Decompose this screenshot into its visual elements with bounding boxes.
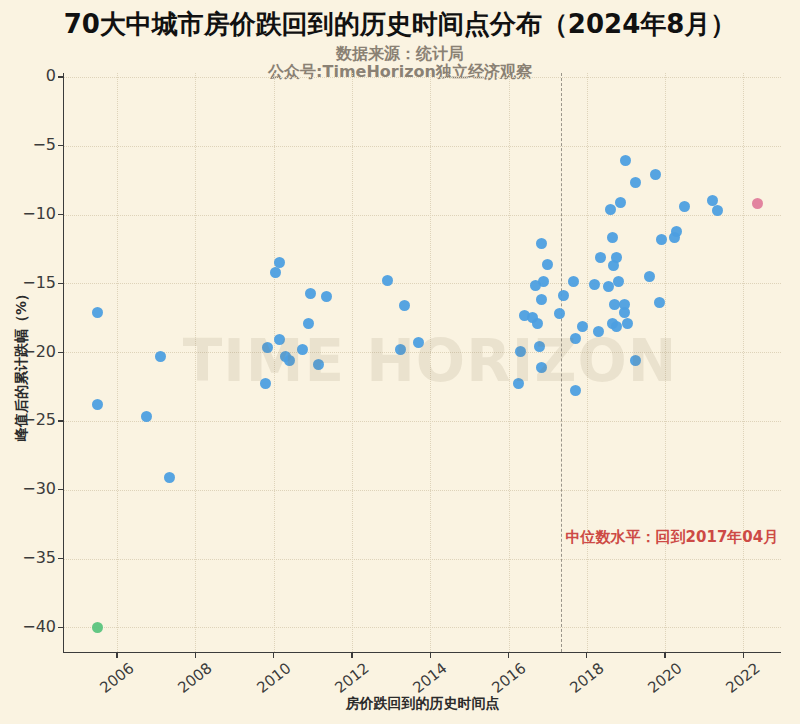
y-tick-mark <box>58 420 63 421</box>
median-annotation: 中位数水平：回到2017年04月 <box>566 528 779 547</box>
x-tick-label: 2010 <box>253 659 294 697</box>
chart-title: 70大中城市房价跌回到的历史时间点分布（2024年8月） <box>0 7 800 42</box>
data-point-cities <box>608 260 619 271</box>
y-tick-label: −15 <box>8 273 56 292</box>
watermark: TIME HORIZON <box>0 327 800 395</box>
x-axis-title: 房价跌回到的历史时间点 <box>64 695 781 713</box>
data-point-cities <box>554 308 565 319</box>
y-tick-label: −5 <box>8 135 56 154</box>
data-point-cities <box>321 291 332 302</box>
data-point-cities <box>707 195 718 206</box>
data-point-latest <box>752 198 763 209</box>
x-tick-label: 2018 <box>566 659 607 697</box>
data-point-cities <box>644 271 655 282</box>
y-tick-label: 0 <box>8 66 56 85</box>
y-tick-label: −10 <box>8 204 56 223</box>
x-tick-label: 2022 <box>723 659 764 697</box>
y-tick-mark <box>58 627 63 628</box>
x-tick-mark <box>743 653 744 658</box>
y-tick-label: −40 <box>8 617 56 636</box>
data-point-cities <box>589 279 600 290</box>
y-tick-mark <box>58 489 63 490</box>
h-gridline <box>64 77 781 78</box>
x-axis-spine <box>63 652 782 653</box>
data-point-cities <box>654 297 665 308</box>
data-point-cities <box>656 234 667 245</box>
x-tick-label: 2006 <box>96 659 137 697</box>
x-tick-mark <box>195 653 196 658</box>
y-tick-mark <box>58 145 63 146</box>
x-tick-mark <box>273 653 274 658</box>
x-tick-label: 2014 <box>410 659 451 697</box>
data-point-cities <box>399 300 410 311</box>
data-point-cities <box>568 276 579 287</box>
h-gridline <box>64 283 781 284</box>
x-tick-label: 2012 <box>331 659 372 697</box>
data-point-cities <box>620 155 631 166</box>
data-point-cities <box>305 288 316 299</box>
x-tick-label: 2020 <box>645 659 686 697</box>
data-point-cities <box>630 177 641 188</box>
data-point-cities <box>536 294 547 305</box>
y-tick-mark <box>58 214 63 215</box>
x-tick-mark <box>116 653 117 658</box>
h-gridline <box>64 490 781 491</box>
h-gridline <box>64 146 781 147</box>
data-point-cities <box>92 399 103 410</box>
x-tick-mark <box>430 653 431 658</box>
x-tick-mark <box>351 653 352 658</box>
y-tick-label: −35 <box>8 548 56 567</box>
y-tick-mark <box>58 283 63 284</box>
data-point-cities <box>382 275 393 286</box>
data-point-cities <box>619 307 630 318</box>
y-tick-label: −25 <box>8 410 56 429</box>
y-tick-label: −30 <box>8 479 56 498</box>
data-point-cities <box>270 267 281 278</box>
x-tick-label: 2016 <box>488 659 529 697</box>
h-gridline <box>64 421 781 422</box>
data-point-cities <box>92 307 103 318</box>
x-tick-mark <box>586 653 587 658</box>
data-point-cities <box>650 169 661 180</box>
x-tick-mark <box>508 653 509 658</box>
data-point-cities <box>669 232 680 243</box>
data-point-cities <box>530 280 541 291</box>
data-point-cities <box>613 276 624 287</box>
data-point-cities <box>542 259 553 270</box>
data-point-cities <box>141 411 152 422</box>
data-point-cities <box>605 204 616 215</box>
y-tick-label: −20 <box>8 342 56 361</box>
data-point-cities <box>615 197 626 208</box>
x-tick-mark <box>664 653 665 658</box>
h-gridline <box>64 215 781 216</box>
y-tick-mark <box>58 352 63 353</box>
y-tick-mark <box>58 76 63 77</box>
data-point-cities <box>595 252 606 263</box>
h-gridline <box>64 559 781 560</box>
h-gridline <box>64 627 781 628</box>
data-point-earliest <box>92 622 103 633</box>
data-point-cities <box>679 201 690 212</box>
x-tick-label: 2008 <box>175 659 216 697</box>
y-tick-mark <box>58 558 63 559</box>
data-point-cities <box>558 290 569 301</box>
data-point-cities <box>607 232 618 243</box>
data-point-cities <box>536 238 547 249</box>
data-point-cities <box>274 257 285 268</box>
data-point-cities <box>164 472 175 483</box>
